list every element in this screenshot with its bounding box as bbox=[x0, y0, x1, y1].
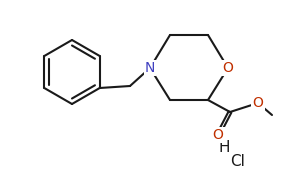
Text: Cl: Cl bbox=[230, 155, 245, 170]
Text: N: N bbox=[145, 61, 155, 75]
Text: O: O bbox=[253, 96, 263, 110]
Text: O: O bbox=[212, 128, 223, 142]
Text: H: H bbox=[218, 141, 230, 156]
Text: O: O bbox=[223, 61, 233, 75]
